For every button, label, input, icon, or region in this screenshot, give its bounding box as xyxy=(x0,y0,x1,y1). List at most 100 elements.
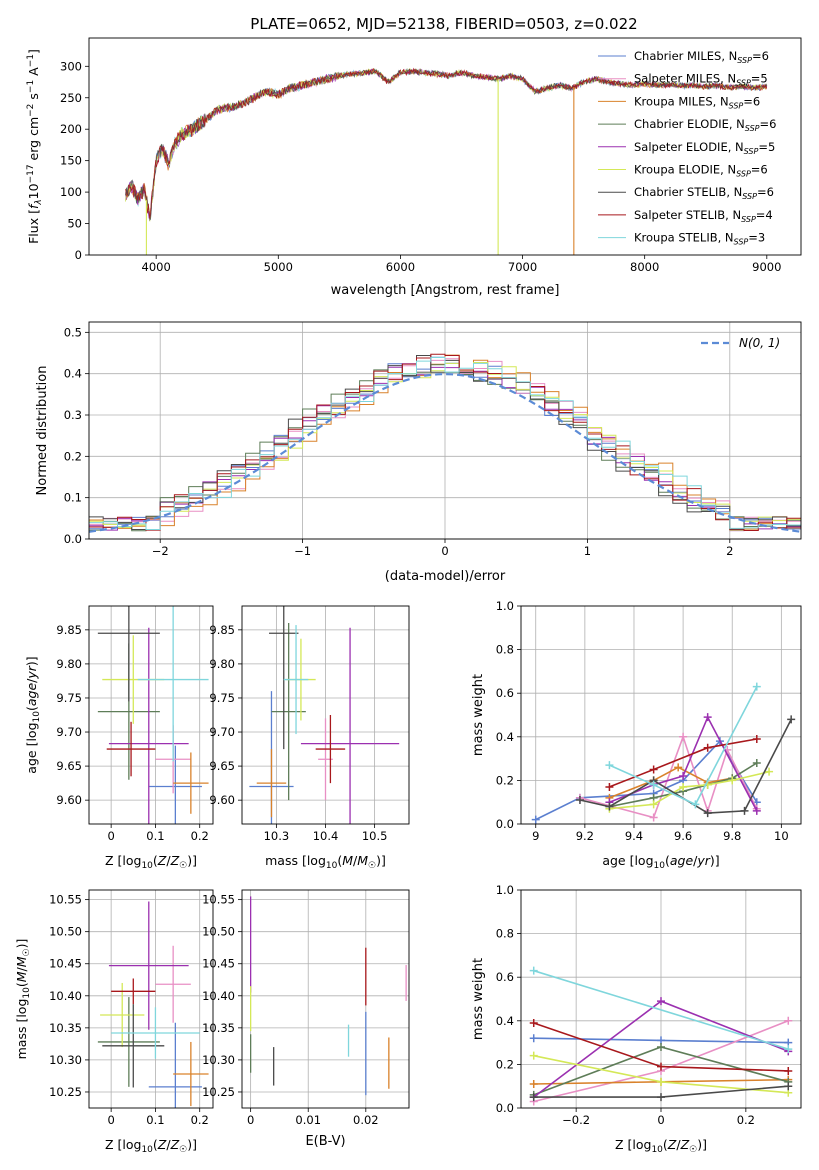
weight-marker xyxy=(703,809,712,818)
y-tick-label: 10.40 xyxy=(49,989,82,1003)
y-tick-label: 9.65 xyxy=(56,759,82,773)
weight-marker xyxy=(752,758,761,767)
y-tick-label: 1.0 xyxy=(496,883,514,897)
weight-marker xyxy=(529,1093,538,1102)
x-tick-label: 9000 xyxy=(752,260,781,274)
weight-marker xyxy=(649,813,658,822)
weight-marker xyxy=(605,761,614,770)
chart-spectrum: 4000 5000 6000 7000 8000 9000 0 50 100 150 200 250 3… xyxy=(26,37,802,298)
weight-marker xyxy=(649,780,658,789)
legend-label: Kroupa STELIB, NSSP=3 xyxy=(634,231,765,247)
y-tick-label: 10.50 xyxy=(49,925,82,939)
x-axis-label: Z [log10(Z/Z☉)] xyxy=(615,1137,707,1155)
weight-marker xyxy=(605,782,614,791)
axes-frame xyxy=(241,605,410,825)
chart-z_vs_age: 0 0.1 0.2 9.60 9.65 9.70 9.75 9.80 9.85 Z [log10(… xyxy=(24,605,214,871)
x-tick-label: 10.4 xyxy=(313,829,339,843)
weight-marker xyxy=(784,1082,793,1091)
chart-age_vs_weight: 9 9.2 9.4 9.6 9.8 10 0.0 0.2 0.4 0.6 0.8 1.0 age [lo… xyxy=(471,599,802,871)
y-tick-label: 0.2 xyxy=(496,1057,514,1071)
weight-line xyxy=(579,734,758,819)
y-tick-label: 100 xyxy=(60,185,82,199)
weight-marker xyxy=(531,815,540,824)
axes-frame xyxy=(520,605,802,825)
y-tick-label: 9.70 xyxy=(209,725,235,739)
plot-area-z_vs_mass xyxy=(97,901,209,1108)
x-tick-label: −0.2 xyxy=(562,1113,590,1127)
weight-marker xyxy=(674,763,683,772)
x-tick-label: 9.4 xyxy=(625,829,643,843)
legend-label: Kroupa ELODIE, NSSP=6 xyxy=(634,163,768,179)
y-tick-label: 9.60 xyxy=(209,793,235,807)
axes-frame xyxy=(88,37,802,256)
normal-curve xyxy=(89,372,801,533)
weight-marker xyxy=(529,966,538,975)
weight-marker xyxy=(765,767,774,776)
x-axis-label: (data-model)/error xyxy=(385,569,506,584)
y-tick-label: 10.55 xyxy=(202,893,235,907)
x-tick-label: 0 xyxy=(107,829,114,843)
plot-area-spectrum xyxy=(125,67,768,255)
legend-label: Salpeter ELODIE, NSSP=5 xyxy=(634,140,775,156)
weight-line xyxy=(609,770,770,810)
plot-area-residuals xyxy=(89,353,801,533)
x-tick-label: 9.2 xyxy=(576,829,594,843)
y-tick-label: 0.4 xyxy=(496,730,514,744)
weight-marker xyxy=(657,1062,665,1071)
weight-line xyxy=(609,738,757,788)
y-tick-label: 10.30 xyxy=(49,1053,82,1067)
y-tick-label: 9.80 xyxy=(56,657,82,671)
axes-frame xyxy=(88,889,214,1109)
plot-area-z_vs_age xyxy=(97,606,209,824)
y-tick-label: 10.25 xyxy=(49,1085,82,1099)
y-tick-label: 0.4 xyxy=(496,1014,514,1028)
weight-marker xyxy=(784,1045,793,1054)
y-tick-label: 9.75 xyxy=(209,691,235,705)
plot-area-z_vs_weight xyxy=(529,966,793,1106)
y-tick-label: 10.45 xyxy=(49,957,82,971)
x-axis-label: wavelength [Angstrom, rest frame] xyxy=(331,283,560,298)
y-tick-label: 10.55 xyxy=(49,893,82,907)
legend-label: Chabrier STELIB, NSSP=6 xyxy=(634,185,774,201)
x-tick-label: 10.3 xyxy=(264,829,290,843)
x-tick-label: 0.2 xyxy=(191,829,209,843)
y-tick-label: 0.2 xyxy=(496,773,514,787)
weight-line xyxy=(609,686,758,806)
weight-marker xyxy=(529,1051,538,1060)
weight-marker xyxy=(575,796,584,805)
axes-frame xyxy=(241,889,410,1109)
weight-marker xyxy=(649,800,658,809)
chart-ebv_vs_mass: 0 0.01 0.02 10.25 10.30 10.35 10.40 10.45 10.50 1… xyxy=(202,889,410,1149)
y-axis-label: Normed distribution xyxy=(35,366,50,496)
y-tick-label: 0.0 xyxy=(64,532,82,546)
y-tick-label: 0.0 xyxy=(496,1101,514,1115)
x-tick-label: 0.02 xyxy=(353,1113,379,1127)
weight-marker xyxy=(657,1093,665,1102)
y-tick-label: 0.2 xyxy=(64,449,82,463)
spectrum-line xyxy=(125,67,768,219)
x-tick-label: −1 xyxy=(294,544,311,558)
x-tick-label: 0.01 xyxy=(295,1113,321,1127)
x-tick-label: 8000 xyxy=(630,260,659,274)
x-tick-label: 7000 xyxy=(508,260,537,274)
y-tick-label: 0.4 xyxy=(64,367,82,381)
legend-label: Kroupa MILES, NSSP=6 xyxy=(634,94,760,110)
x-axis-label: E(B-V) xyxy=(305,1134,345,1149)
x-tick-label: 0 xyxy=(247,1113,254,1127)
y-axis-label: mass weight xyxy=(471,958,486,1040)
y-tick-label: 50 xyxy=(67,217,82,231)
x-tick-label: 9.6 xyxy=(674,829,692,843)
x-axis-label: age [log10(age/yr)] xyxy=(602,853,719,871)
weight-marker xyxy=(529,1034,538,1043)
plot-area-age_vs_weight xyxy=(531,682,796,824)
x-tick-label: 2 xyxy=(726,544,733,558)
plot-area-mass_vs_age xyxy=(249,606,400,824)
y-tick-label: 10.45 xyxy=(202,957,235,971)
weight-marker xyxy=(657,997,665,1006)
y-tick-label: 0.6 xyxy=(496,970,514,984)
x-axis-label: Z [log10(Z/Z☉)] xyxy=(105,853,197,871)
weight-marker xyxy=(784,1016,793,1025)
weight-marker xyxy=(649,765,658,774)
y-tick-label: 300 xyxy=(60,59,82,73)
weight-marker xyxy=(679,772,688,781)
